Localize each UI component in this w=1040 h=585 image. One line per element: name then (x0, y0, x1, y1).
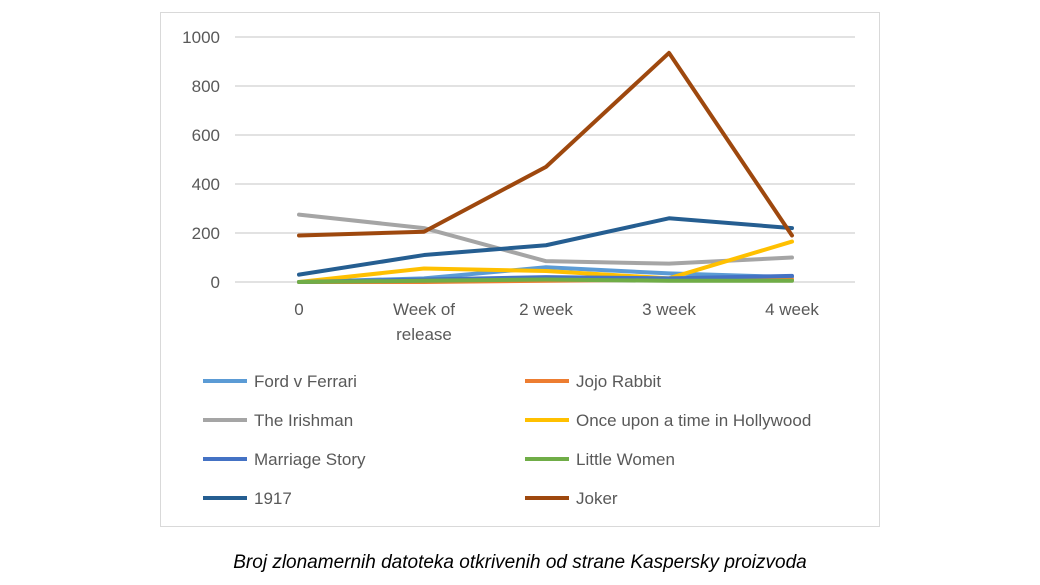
y-tick-label: 1000 (182, 28, 220, 47)
series-line (297, 277, 794, 284)
legend-label: Joker (576, 489, 618, 508)
x-tick-label: release (396, 325, 452, 344)
legend-label: Ford v Ferrari (254, 372, 357, 391)
legend-label: Jojo Rabbit (576, 372, 661, 391)
legend-label: Marriage Story (254, 450, 366, 469)
y-tick-label: 400 (192, 175, 220, 194)
figure-caption: Broj zlonamernih datoteka otkrivenih od … (233, 552, 807, 573)
legend-label: Once upon a time in Hollywood (576, 411, 811, 430)
legend-label: Little Women (576, 450, 675, 469)
legend-label: 1917 (254, 489, 292, 508)
series-line (297, 212, 794, 266)
x-tick-label: Week of (393, 300, 455, 319)
x-tick-label: 0 (294, 300, 303, 319)
y-tick-label: 0 (211, 273, 220, 292)
x-tick-label: 3 week (642, 300, 696, 319)
x-tick-label: 4 week (765, 300, 819, 319)
y-tick-label: 600 (192, 126, 220, 145)
series-line (297, 50, 794, 238)
legend-label: The Irishman (254, 411, 353, 430)
y-tick-label: 200 (192, 224, 220, 243)
series-line (297, 216, 794, 277)
series-line (297, 239, 794, 284)
x-tick-label: 2 week (519, 300, 573, 319)
y-tick-label: 800 (192, 77, 220, 96)
chart-frame (160, 12, 880, 527)
